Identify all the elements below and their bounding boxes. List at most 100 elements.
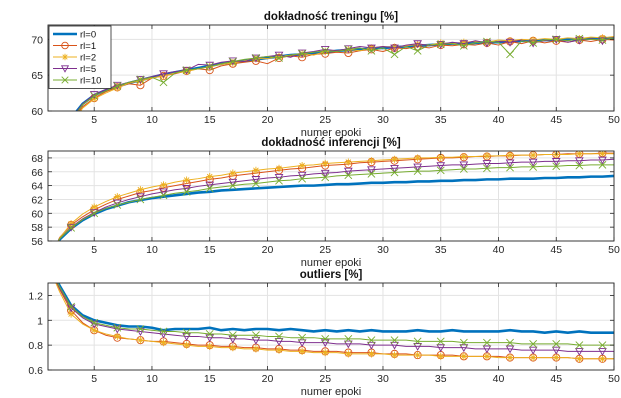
x-tick-label: 25 (319, 114, 331, 126)
x-tick-label: 30 (377, 373, 389, 385)
data-point (574, 157, 584, 166)
data-point (460, 38, 468, 46)
data-point (44, 265, 51, 272)
data-point (598, 355, 607, 363)
data-point (182, 185, 191, 193)
data-point (44, 261, 51, 268)
data-point (551, 158, 561, 166)
x-axis-label: numer epoki (301, 257, 362, 269)
data-point (113, 201, 122, 209)
data-point (68, 117, 75, 123)
y-tick-label: 62 (31, 194, 43, 206)
y-tick-label: 60 (31, 208, 43, 220)
data-point (228, 57, 237, 66)
data-point (205, 181, 215, 190)
x-tick-label: 15 (204, 114, 216, 126)
x-tick-label: 20 (262, 373, 274, 385)
data-point (483, 37, 491, 46)
data-point (552, 35, 561, 44)
data-point (598, 37, 607, 46)
data-point (205, 184, 214, 193)
data-point (459, 338, 468, 347)
data-point (529, 353, 537, 362)
y-tick-label: 64 (31, 181, 43, 193)
data-point (390, 351, 399, 359)
data-point (344, 171, 353, 180)
data-point (506, 151, 514, 159)
data-point (390, 164, 399, 173)
x-tick-label: 40 (493, 244, 505, 256)
data-point (321, 349, 329, 357)
data-point (552, 339, 561, 348)
data-point (413, 343, 422, 351)
data-point (436, 337, 445, 346)
data-point (413, 40, 422, 49)
data-point (528, 39, 538, 48)
legend-label: rl=10 (80, 76, 101, 87)
data-point (228, 178, 238, 187)
data-point (529, 339, 538, 348)
data-point (367, 44, 376, 53)
series-line-rl=10 (58, 164, 614, 241)
data-point (66, 223, 76, 232)
data-point (90, 92, 99, 100)
data-point (552, 162, 561, 171)
x-tick-label: 5 (91, 244, 97, 256)
data-point (159, 181, 168, 189)
data-point (598, 36, 607, 44)
data-point (413, 337, 422, 346)
data-point (459, 41, 468, 50)
data-point (436, 40, 445, 49)
data-point (414, 40, 422, 48)
data-point (529, 163, 538, 171)
series-line-rl=10 (77, 37, 614, 111)
data-point (275, 54, 283, 62)
data-point (598, 341, 607, 350)
data-point (414, 351, 422, 359)
data-point (183, 67, 191, 76)
data-point (228, 331, 237, 340)
series-line-rl=2 (57, 153, 614, 241)
data-point (506, 37, 514, 45)
x-tick-label: 5 (91, 373, 97, 385)
data-point (367, 157, 376, 165)
data-point (275, 164, 283, 172)
series-group (44, 261, 614, 363)
data-point (437, 352, 445, 360)
data-point (413, 46, 422, 55)
data-point (483, 164, 491, 173)
data-point (390, 44, 399, 53)
data-point (482, 160, 492, 168)
data-point (136, 77, 145, 85)
legend-label: rl=5 (80, 64, 96, 75)
x-tick-label: 15 (204, 244, 216, 256)
data-point (506, 50, 514, 59)
data-point (460, 352, 468, 360)
x-tick-label: 30 (377, 244, 389, 256)
data-point (67, 302, 76, 311)
data-point (113, 332, 121, 341)
data-point (528, 158, 538, 167)
data-point (251, 336, 261, 345)
x-tick-label: 20 (262, 114, 274, 126)
data-point (228, 335, 238, 344)
data-point (343, 167, 353, 176)
data-point (90, 203, 98, 211)
legend-label: rl=2 (80, 53, 96, 64)
data-point (205, 61, 215, 70)
data-point (136, 325, 145, 333)
data-point (251, 331, 260, 340)
x-tick-label: 45 (550, 373, 562, 385)
data-point (90, 318, 99, 327)
data-point (436, 166, 445, 175)
data-point (298, 174, 307, 183)
data-point (44, 261, 51, 267)
data-point (437, 39, 445, 47)
data-point (274, 338, 284, 346)
data-point (529, 151, 537, 159)
data-point (575, 151, 583, 158)
data-point (574, 348, 584, 356)
data-point (344, 350, 352, 358)
data-point (598, 151, 607, 158)
